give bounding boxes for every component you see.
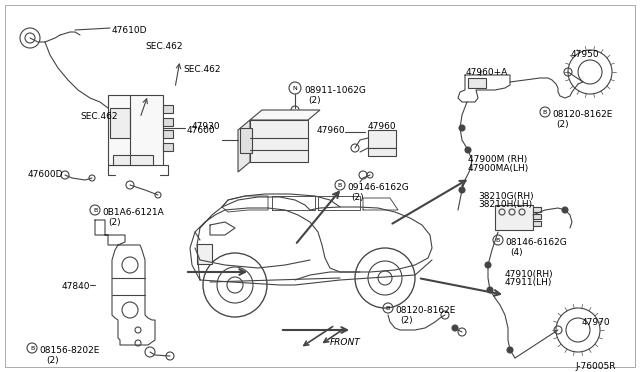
Text: SEC.462: SEC.462	[80, 112, 118, 121]
Bar	[110, 108, 130, 138]
Text: 08120-8162E: 08120-8162E	[395, 306, 456, 315]
Text: FRONT: FRONT	[330, 338, 361, 347]
Bar	[108, 95, 163, 165]
Polygon shape	[250, 110, 320, 120]
Text: (2): (2)	[308, 96, 321, 105]
Text: 47600: 47600	[187, 126, 216, 135]
Text: 47960: 47960	[316, 126, 345, 135]
Text: 08156-8202E: 08156-8202E	[39, 346, 99, 355]
Circle shape	[459, 125, 465, 131]
Bar	[495, 205, 533, 230]
Text: (2): (2)	[556, 120, 568, 129]
Bar	[240, 128, 252, 153]
Text: (2): (2)	[46, 356, 59, 365]
Text: 47910(RH): 47910(RH)	[505, 270, 554, 279]
Text: 38210G(RH): 38210G(RH)	[478, 192, 534, 201]
Text: SEC.462: SEC.462	[183, 65, 221, 74]
Text: 47900MA(LH): 47900MA(LH)	[468, 164, 529, 173]
Bar	[163, 105, 173, 113]
Text: B: B	[338, 183, 342, 187]
Text: 08911-1062G: 08911-1062G	[304, 86, 366, 95]
Text: 0B1A6-6121A: 0B1A6-6121A	[102, 208, 164, 217]
Circle shape	[562, 207, 568, 213]
Text: 47900M (RH): 47900M (RH)	[468, 155, 527, 164]
Text: B: B	[543, 109, 547, 115]
Text: 47950: 47950	[571, 50, 599, 59]
Bar	[368, 148, 396, 156]
Bar	[113, 155, 153, 165]
Text: 47840: 47840	[62, 282, 90, 291]
Circle shape	[459, 187, 465, 193]
Circle shape	[465, 147, 471, 153]
Text: B: B	[93, 208, 97, 212]
Bar	[197, 244, 212, 264]
Text: 47960+A: 47960+A	[466, 68, 508, 77]
Circle shape	[507, 347, 513, 353]
Text: 47610D: 47610D	[112, 26, 147, 35]
Text: 08146-6162G: 08146-6162G	[505, 238, 567, 247]
Bar	[368, 130, 396, 148]
Text: 08120-8162E: 08120-8162E	[552, 110, 612, 119]
Bar	[163, 143, 173, 151]
Text: (2): (2)	[351, 193, 364, 202]
Circle shape	[487, 287, 493, 293]
Circle shape	[485, 262, 491, 268]
Text: 47600D: 47600D	[28, 170, 63, 179]
Text: 09146-6162G: 09146-6162G	[347, 183, 409, 192]
Circle shape	[452, 325, 458, 331]
Text: SEC.462: SEC.462	[145, 42, 182, 51]
Text: B: B	[386, 305, 390, 311]
Text: 47960: 47960	[368, 122, 397, 131]
Text: N: N	[292, 86, 298, 90]
Text: (2): (2)	[108, 218, 120, 227]
Text: B: B	[496, 237, 500, 243]
Bar	[533, 207, 541, 212]
Bar	[250, 120, 308, 162]
Text: (4): (4)	[510, 248, 523, 257]
Text: 47911(LH): 47911(LH)	[505, 278, 552, 287]
Bar	[468, 78, 486, 88]
Text: 47930: 47930	[191, 122, 220, 131]
Bar	[163, 118, 173, 126]
Polygon shape	[238, 120, 250, 172]
Text: (2): (2)	[400, 316, 413, 325]
Text: B: B	[30, 346, 34, 350]
Text: J-76005R: J-76005R	[575, 362, 616, 371]
Bar	[533, 221, 541, 226]
Text: 47970: 47970	[582, 318, 611, 327]
Bar	[533, 214, 541, 219]
Bar	[163, 130, 173, 138]
Text: 38210H(LH): 38210H(LH)	[478, 200, 532, 209]
